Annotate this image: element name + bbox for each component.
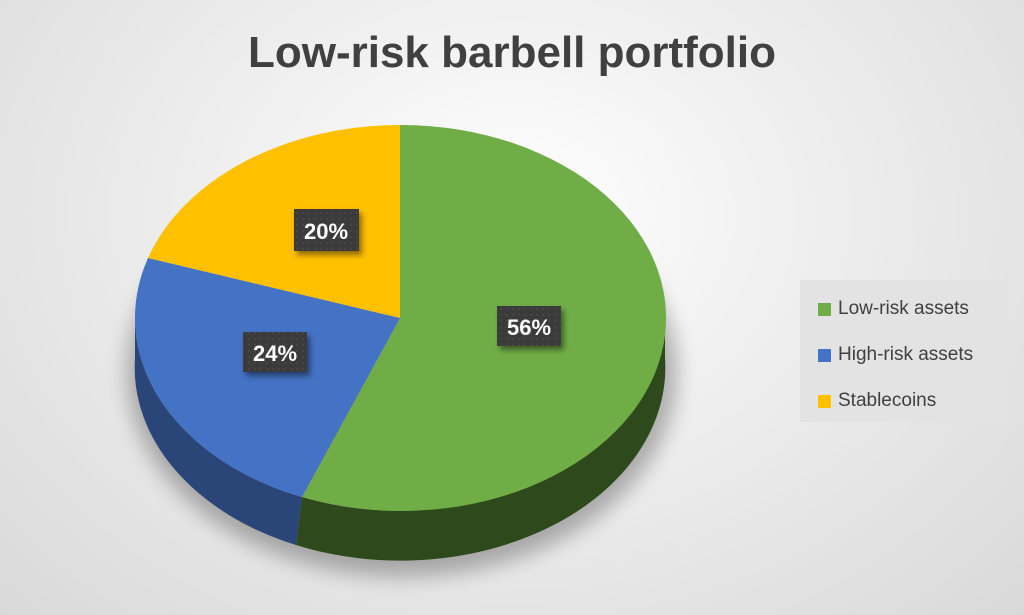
legend-item-high-risk[interactable]: High-risk assets <box>818 332 1008 378</box>
side-high-risk <box>134 318 302 545</box>
svg-text:24%: 24% <box>253 341 297 366</box>
legend-label: Stablecoins <box>838 390 937 411</box>
pie-sides <box>134 318 666 561</box>
svg-text:56%: 56% <box>507 315 551 340</box>
legend-swatch-green <box>818 302 831 316</box>
legend-swatch-blue <box>818 348 831 362</box>
pie-top <box>135 124 667 511</box>
legend-label: Low-risk assets <box>838 298 969 319</box>
legend-item-stablecoins[interactable]: Stablecoins <box>818 378 1008 424</box>
side-low-risk <box>296 318 666 561</box>
legend-swatch-yellow <box>818 394 831 408</box>
chart-legend: Low-risk assets High-risk assets Stablec… <box>800 280 1008 422</box>
data-label-56: 56% <box>497 306 561 346</box>
chart-title: Low-risk barbell portfolio <box>247 28 777 77</box>
slice-high-risk-assets[interactable] <box>135 258 400 497</box>
data-label-24: 24% <box>243 332 307 372</box>
data-label-20: 20% <box>294 209 359 251</box>
slice-low-risk-assets[interactable] <box>302 124 667 511</box>
slice-stablecoins[interactable] <box>148 124 400 318</box>
legend-label: High-risk assets <box>838 344 974 365</box>
legend-item-low-risk[interactable]: Low-risk assets <box>818 286 1008 332</box>
svg-text:20%: 20% <box>304 219 348 244</box>
